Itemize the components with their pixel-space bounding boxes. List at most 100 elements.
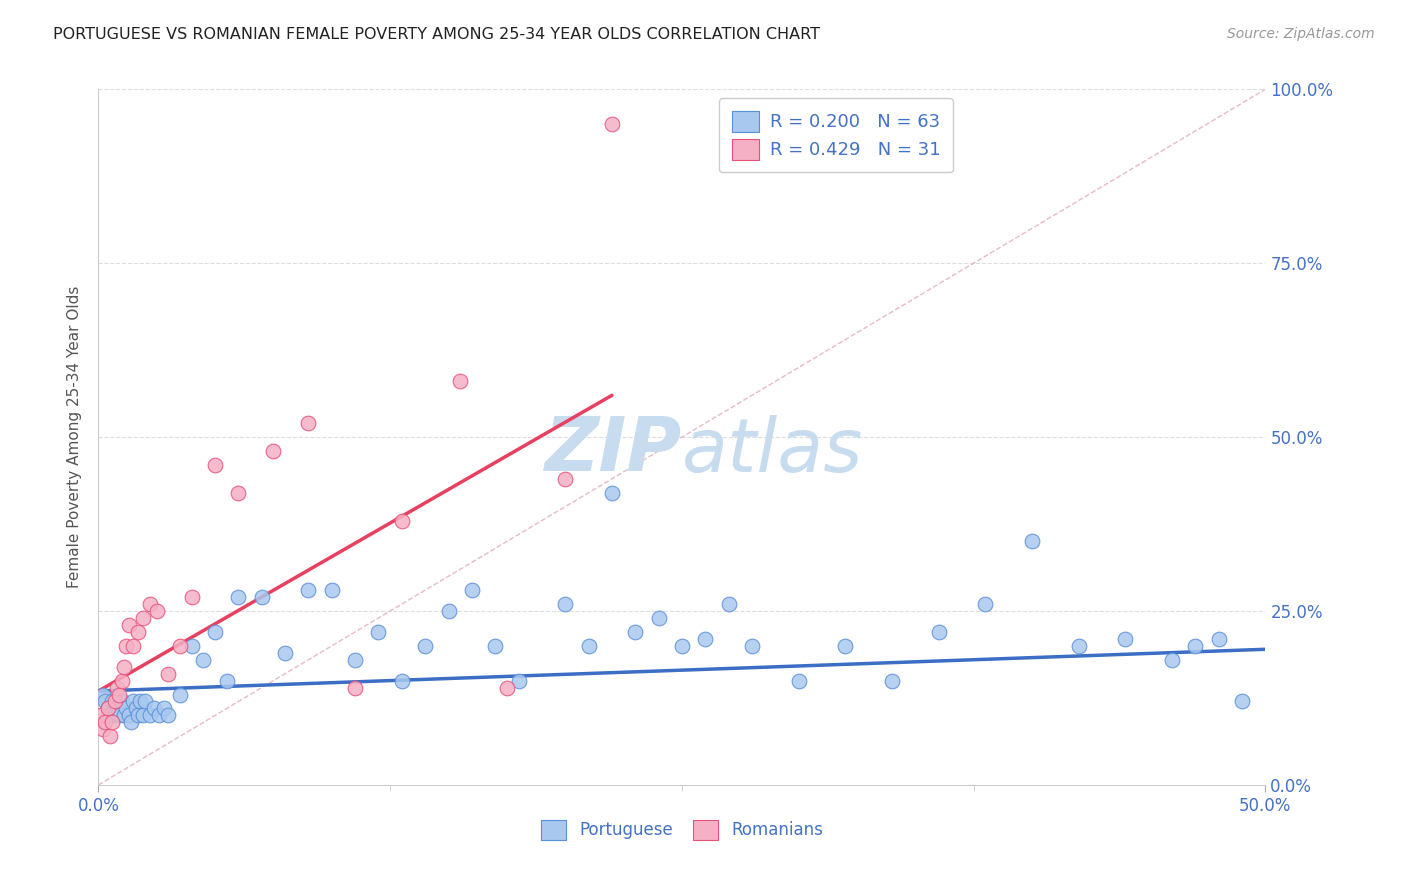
Point [169,639,191,653]
Point [101,715,124,730]
Point [741,639,763,653]
Point [91,688,114,702]
Point [193,653,215,667]
Point [139,597,162,611]
Point [152,701,174,715]
Point [974,597,997,611]
Point [928,624,950,639]
Point [1067,639,1090,653]
Point [787,673,810,688]
Point [600,485,623,500]
Point [484,639,506,653]
Point [1184,639,1206,653]
Point [437,604,460,618]
Point [647,611,669,625]
Text: ZIP: ZIP [544,415,682,488]
Point [344,681,367,695]
Text: Source: ZipAtlas.com: Source: ZipAtlas.com [1227,27,1375,41]
Text: atlas: atlas [682,415,863,487]
Point [118,618,141,632]
Point [157,708,180,723]
Point [122,694,145,708]
Point [180,590,202,604]
Point [204,624,226,639]
Point [297,583,319,598]
Point [104,694,127,708]
Text: PORTUGUESE VS ROMANIAN FEMALE POVERTY AMONG 25-34 YEAR OLDS CORRELATION CHART: PORTUGUESE VS ROMANIAN FEMALE POVERTY AM… [53,27,821,42]
Point [132,611,155,625]
Point [1161,653,1184,667]
Point [228,485,250,500]
Point [228,590,250,604]
Point [297,416,319,430]
Point [367,624,389,639]
Point [1208,632,1230,646]
Point [344,653,367,667]
Point [98,729,121,743]
Point [1021,534,1043,549]
Point [717,597,740,611]
Point [578,639,600,653]
Point [148,708,170,723]
Point [112,659,135,673]
Point [695,632,717,646]
Point [262,444,284,458]
Point [624,624,647,639]
Point [834,639,856,653]
Point [108,688,131,702]
Point [112,708,135,723]
Point [115,701,138,715]
Point [111,694,134,708]
Point [461,583,484,598]
Point [204,458,226,472]
Point [118,708,141,723]
Point [98,708,121,723]
Point [321,583,343,598]
Point [671,639,693,653]
Point [127,624,149,639]
Point [250,590,273,604]
Point [94,715,117,730]
Point [101,694,124,708]
Point [132,708,155,723]
Point [94,694,117,708]
Point [97,701,120,715]
Point [129,694,152,708]
Y-axis label: Female Poverty Among 25-34 Year Olds: Female Poverty Among 25-34 Year Olds [66,286,82,588]
Point [146,604,169,618]
Point [111,673,134,688]
Point [125,701,148,715]
Point [391,514,413,528]
Point [880,673,903,688]
Point [90,708,112,723]
Point [157,666,180,681]
Point [104,708,127,723]
Point [122,639,145,653]
Point [215,673,238,688]
Point [1230,694,1253,708]
Point [169,688,191,702]
Point [274,646,297,660]
Point [97,701,120,715]
Point [554,472,576,486]
Point [413,639,436,653]
Point [449,375,471,389]
Point [508,673,530,688]
Point [91,723,114,737]
Point [391,673,413,688]
Point [139,708,162,723]
Point [180,639,202,653]
Point [134,694,156,708]
Point [496,681,519,695]
Point [143,701,166,715]
Point [115,639,138,653]
Point [105,701,128,715]
Point [105,681,128,695]
Point [1114,632,1136,646]
Point [108,708,131,723]
Point [600,117,623,131]
Point [554,597,576,611]
Legend: Portuguese, Romanians: Portuguese, Romanians [534,814,830,847]
Point [127,708,149,723]
Point [120,715,142,730]
